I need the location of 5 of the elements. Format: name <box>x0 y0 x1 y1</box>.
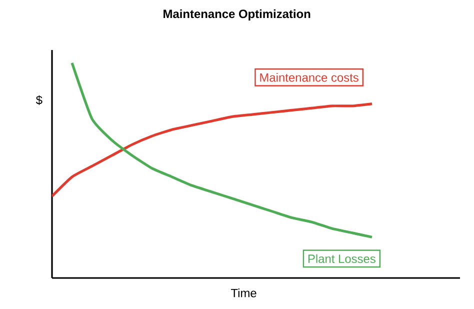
y-axis-title: $ <box>36 95 42 105</box>
series-label: Plant Losses <box>308 254 376 263</box>
series-label: Maintenance costs <box>260 72 358 82</box>
chart-title: Maintenance Optimization <box>164 9 310 21</box>
x-axis-title: Time <box>230 288 256 298</box>
